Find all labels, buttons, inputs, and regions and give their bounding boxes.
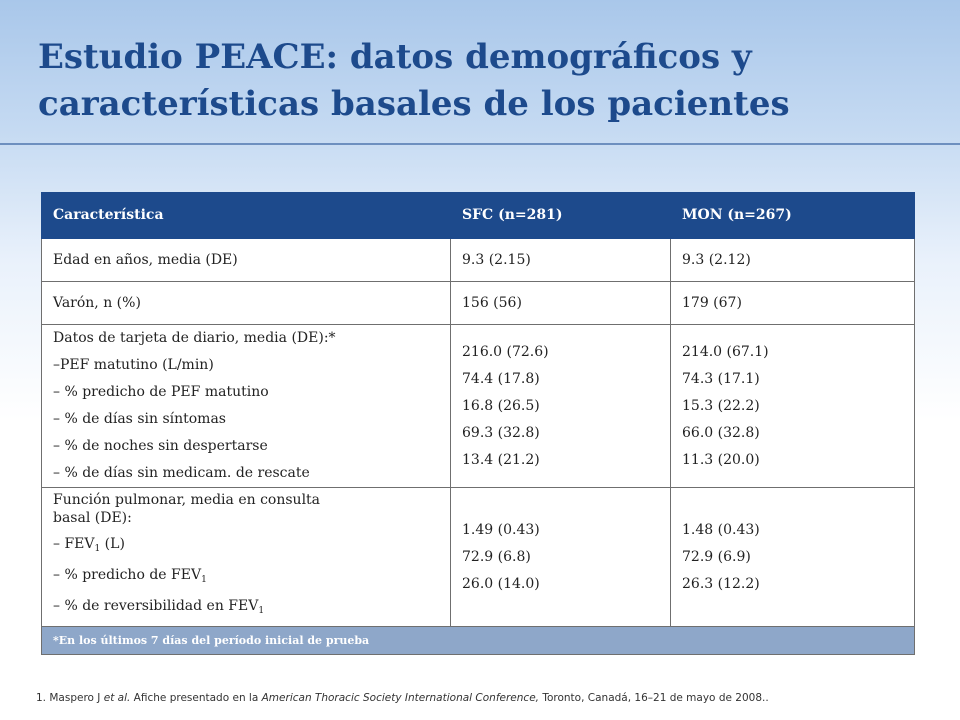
diary-mon-cell: 214.0 (67.1) 74.3 (17.1) 15.3 (22.2) 66.…	[670, 324, 915, 488]
lung-mon-value: 26.3 (12.2)	[682, 575, 760, 592]
demographics-table: Característica SFC (n=281) MON (n=267) E…	[41, 192, 915, 655]
lung-label: Función pulmonar, media en consulta basa…	[53, 491, 439, 527]
male-mon: 179 (67)	[670, 281, 915, 325]
header-characteristic: Característica	[41, 192, 451, 239]
table-row-male: Varón, n (%) 156 (56) 179 (67)	[41, 281, 915, 325]
header-mon: MON (n=267)	[670, 192, 915, 239]
lung-item-fev1: – FEV1 (L)	[53, 535, 125, 554]
diary-sfc-value: 16.8 (26.5)	[462, 397, 540, 414]
diary-item: –PEF matutino (L/min)	[53, 357, 214, 373]
lung-label-line-2: basal (DE):	[53, 509, 132, 526]
lung-sfc-value: 72.9 (6.8)	[462, 548, 531, 565]
table-header-row: Característica SFC (n=281) MON (n=267)	[41, 192, 915, 239]
diary-item: – % predicho de PEF matutino	[53, 384, 269, 400]
diary-item: – % de días sin medicam. de rescate	[53, 465, 310, 481]
diary-mon-value: 214.0 (67.1)	[682, 343, 769, 360]
lung-mon-value: 72.9 (6.9)	[682, 548, 751, 565]
diary-mon-value: 11.3 (20.0)	[682, 451, 760, 468]
age-label: Edad en años, media (DE)	[41, 238, 451, 282]
title-line-2: características basales de los pacientes	[38, 84, 790, 124]
title-divider	[0, 143, 960, 145]
lung-sfc-cell: 1.49 (0.43) 72.9 (6.8) 26.0 (14.0)	[450, 487, 671, 627]
table-row-diary: Datos de tarjeta de diario, media (DE):*…	[41, 324, 915, 488]
diary-mon-value: 66.0 (32.8)	[682, 424, 760, 441]
table-row-lung: Función pulmonar, media en consulta basa…	[41, 487, 915, 627]
diary-sfc-value: 74.4 (17.8)	[462, 370, 540, 387]
lung-mon-value: 1.48 (0.43)	[682, 521, 760, 538]
diary-label-cell: Datos de tarjeta de diario, media (DE):*…	[41, 324, 451, 488]
title-line-1: Estudio PEACE: datos demográficos y	[38, 37, 752, 77]
diary-mon-value: 74.3 (17.1)	[682, 370, 760, 387]
diary-item: – % de días sin síntomas	[53, 411, 226, 427]
table-row-age: Edad en años, media (DE) 9.3 (2.15) 9.3 …	[41, 238, 915, 282]
diary-sfc-value: 216.0 (72.6)	[462, 343, 549, 360]
header-sfc: SFC (n=281)	[450, 192, 671, 239]
diary-item: – % de noches sin despertarse	[53, 438, 268, 454]
diary-sfc-cell: 216.0 (72.6) 74.4 (17.8) 16.8 (26.5) 69.…	[450, 324, 671, 488]
lung-item-reversibility: – % de reversibilidad en FEV1	[53, 597, 265, 616]
lung-label-line-1: Función pulmonar, media en consulta	[53, 491, 321, 508]
citation: 1. Maspero J et al. Afiche presentado en…	[36, 692, 769, 704]
male-label: Varón, n (%)	[41, 281, 451, 325]
diary-sfc-value: 69.3 (32.8)	[462, 424, 540, 441]
table-footnote-row: *En los últimos 7 días del período inici…	[41, 626, 915, 655]
lung-sfc-value: 1.49 (0.43)	[462, 521, 540, 538]
lung-mon-cell: 1.48 (0.43) 72.9 (6.9) 26.3 (12.2)	[670, 487, 915, 627]
age-sfc: 9.3 (2.15)	[450, 238, 671, 282]
diary-label: Datos de tarjeta de diario, media (DE):*	[53, 330, 336, 346]
lung-sfc-value: 26.0 (14.0)	[462, 575, 540, 592]
lung-label-cell: Función pulmonar, media en consulta basa…	[41, 487, 451, 627]
slide-title: Estudio PEACE: datos demográficos y cara…	[38, 34, 938, 128]
diary-mon-value: 15.3 (22.2)	[682, 397, 760, 414]
male-sfc: 156 (56)	[450, 281, 671, 325]
age-mon: 9.3 (2.12)	[670, 238, 915, 282]
table-footnote: *En los últimos 7 días del período inici…	[41, 626, 915, 655]
diary-sfc-value: 13.4 (21.2)	[462, 451, 540, 468]
lung-item-predicted: – % predicho de FEV1	[53, 566, 207, 585]
